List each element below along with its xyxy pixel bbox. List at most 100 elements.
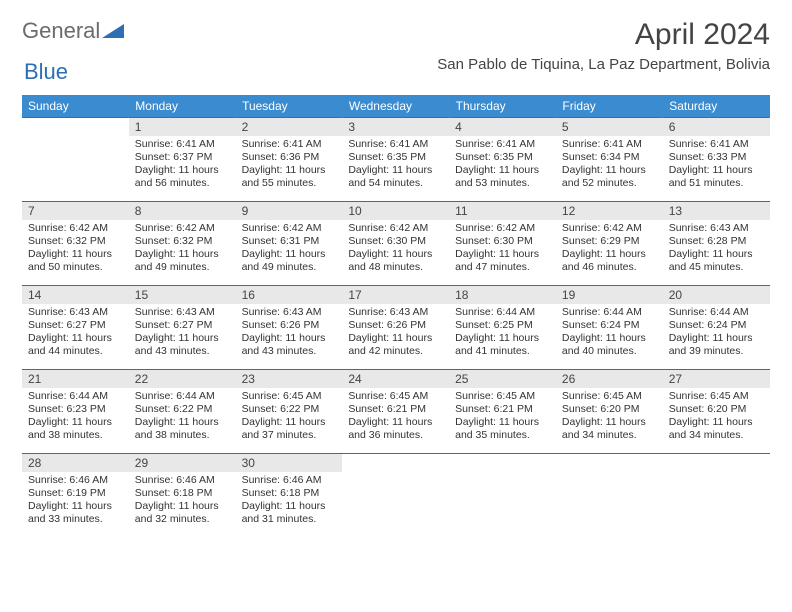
sunrise-line: Sunrise: 6:45 AM	[455, 390, 550, 403]
sunrise-line: Sunrise: 6:45 AM	[562, 390, 657, 403]
day-number: 19	[556, 286, 663, 304]
brand-triangle-icon	[102, 18, 124, 44]
calendar-week-row: 14Sunrise: 6:43 AMSunset: 6:27 PMDayligh…	[22, 286, 770, 370]
daylight-line: Daylight: 11 hours and 35 minutes.	[455, 416, 550, 442]
daylight-line: Daylight: 11 hours and 38 minutes.	[135, 416, 230, 442]
day-number: 1	[129, 118, 236, 136]
calendar-day-cell: 10Sunrise: 6:42 AMSunset: 6:30 PMDayligh…	[342, 202, 449, 286]
calendar-day-cell: 21Sunrise: 6:44 AMSunset: 6:23 PMDayligh…	[22, 370, 129, 454]
daylight-line: Daylight: 11 hours and 37 minutes.	[242, 416, 337, 442]
calendar-day-cell	[449, 454, 556, 538]
day-number: 23	[236, 370, 343, 388]
daylight-line: Daylight: 11 hours and 47 minutes.	[455, 248, 550, 274]
day-number: 7	[22, 202, 129, 220]
calendar-day-cell: 17Sunrise: 6:43 AMSunset: 6:26 PMDayligh…	[342, 286, 449, 370]
day-details: Sunrise: 6:45 AMSunset: 6:20 PMDaylight:…	[556, 388, 663, 449]
day-number: 20	[663, 286, 770, 304]
sunset-line: Sunset: 6:22 PM	[135, 403, 230, 416]
sunset-line: Sunset: 6:22 PM	[242, 403, 337, 416]
sunset-line: Sunset: 6:36 PM	[242, 151, 337, 164]
day-details: Sunrise: 6:41 AMSunset: 6:35 PMDaylight:…	[449, 136, 556, 197]
calendar-day-cell: 7Sunrise: 6:42 AMSunset: 6:32 PMDaylight…	[22, 202, 129, 286]
calendar-week-row: 28Sunrise: 6:46 AMSunset: 6:19 PMDayligh…	[22, 454, 770, 538]
day-number: 6	[663, 118, 770, 136]
sunset-line: Sunset: 6:35 PM	[455, 151, 550, 164]
day-details: Sunrise: 6:43 AMSunset: 6:27 PMDaylight:…	[129, 304, 236, 365]
sunrise-line: Sunrise: 6:41 AM	[669, 138, 764, 151]
sunrise-line: Sunrise: 6:43 AM	[135, 306, 230, 319]
sunset-line: Sunset: 6:33 PM	[669, 151, 764, 164]
calendar-week-row: 7Sunrise: 6:42 AMSunset: 6:32 PMDaylight…	[22, 202, 770, 286]
calendar-day-cell: 11Sunrise: 6:42 AMSunset: 6:30 PMDayligh…	[449, 202, 556, 286]
calendar-day-cell: 28Sunrise: 6:46 AMSunset: 6:19 PMDayligh…	[22, 454, 129, 538]
sunrise-line: Sunrise: 6:46 AM	[135, 474, 230, 487]
weekday-header: Wednesday	[342, 95, 449, 118]
sunrise-line: Sunrise: 6:43 AM	[28, 306, 123, 319]
sunrise-line: Sunrise: 6:42 AM	[242, 222, 337, 235]
brand-blue: Blue	[24, 59, 68, 84]
calendar-day-cell: 19Sunrise: 6:44 AMSunset: 6:24 PMDayligh…	[556, 286, 663, 370]
calendar-day-cell: 1Sunrise: 6:41 AMSunset: 6:37 PMDaylight…	[129, 118, 236, 202]
day-details: Sunrise: 6:44 AMSunset: 6:23 PMDaylight:…	[22, 388, 129, 449]
weekday-header: Tuesday	[236, 95, 343, 118]
brand-logo: General	[22, 18, 126, 44]
daylight-line: Daylight: 11 hours and 43 minutes.	[242, 332, 337, 358]
calendar-day-cell	[22, 118, 129, 202]
sunrise-line: Sunrise: 6:44 AM	[455, 306, 550, 319]
daylight-line: Daylight: 11 hours and 45 minutes.	[669, 248, 764, 274]
sunrise-line: Sunrise: 6:44 AM	[562, 306, 657, 319]
calendar-day-cell: 3Sunrise: 6:41 AMSunset: 6:35 PMDaylight…	[342, 118, 449, 202]
sunset-line: Sunset: 6:20 PM	[669, 403, 764, 416]
daylight-line: Daylight: 11 hours and 55 minutes.	[242, 164, 337, 190]
day-details: Sunrise: 6:42 AMSunset: 6:32 PMDaylight:…	[129, 220, 236, 281]
brand-general: General	[22, 18, 100, 44]
day-details: Sunrise: 6:43 AMSunset: 6:28 PMDaylight:…	[663, 220, 770, 281]
calendar-day-cell: 16Sunrise: 6:43 AMSunset: 6:26 PMDayligh…	[236, 286, 343, 370]
day-number: 8	[129, 202, 236, 220]
day-number: 16	[236, 286, 343, 304]
day-details: Sunrise: 6:41 AMSunset: 6:37 PMDaylight:…	[129, 136, 236, 197]
sunrise-line: Sunrise: 6:45 AM	[242, 390, 337, 403]
weekday-header: Friday	[556, 95, 663, 118]
day-details: Sunrise: 6:43 AMSunset: 6:26 PMDaylight:…	[342, 304, 449, 365]
sunrise-line: Sunrise: 6:42 AM	[135, 222, 230, 235]
day-number: 15	[129, 286, 236, 304]
day-details: Sunrise: 6:42 AMSunset: 6:32 PMDaylight:…	[22, 220, 129, 281]
sunrise-line: Sunrise: 6:46 AM	[28, 474, 123, 487]
calendar-day-cell: 5Sunrise: 6:41 AMSunset: 6:34 PMDaylight…	[556, 118, 663, 202]
sunrise-line: Sunrise: 6:43 AM	[242, 306, 337, 319]
daylight-line: Daylight: 11 hours and 36 minutes.	[348, 416, 443, 442]
calendar-day-cell: 22Sunrise: 6:44 AMSunset: 6:22 PMDayligh…	[129, 370, 236, 454]
sunset-line: Sunset: 6:34 PM	[562, 151, 657, 164]
sunset-line: Sunset: 6:27 PM	[135, 319, 230, 332]
day-number: 2	[236, 118, 343, 136]
sunset-line: Sunset: 6:27 PM	[28, 319, 123, 332]
sunrise-line: Sunrise: 6:44 AM	[669, 306, 764, 319]
calendar-day-cell: 2Sunrise: 6:41 AMSunset: 6:36 PMDaylight…	[236, 118, 343, 202]
calendar-body: 1Sunrise: 6:41 AMSunset: 6:37 PMDaylight…	[22, 118, 770, 538]
day-number: 24	[342, 370, 449, 388]
day-details: Sunrise: 6:45 AMSunset: 6:20 PMDaylight:…	[663, 388, 770, 449]
month-title: April 2024	[437, 18, 770, 52]
day-number: 27	[663, 370, 770, 388]
sunset-line: Sunset: 6:19 PM	[28, 487, 123, 500]
day-details: Sunrise: 6:46 AMSunset: 6:18 PMDaylight:…	[129, 472, 236, 533]
day-number: 22	[129, 370, 236, 388]
day-details: Sunrise: 6:44 AMSunset: 6:25 PMDaylight:…	[449, 304, 556, 365]
day-number: 4	[449, 118, 556, 136]
daylight-line: Daylight: 11 hours and 49 minutes.	[135, 248, 230, 274]
weekday-row: SundayMondayTuesdayWednesdayThursdayFrid…	[22, 95, 770, 118]
sunset-line: Sunset: 6:30 PM	[455, 235, 550, 248]
calendar-head: SundayMondayTuesdayWednesdayThursdayFrid…	[22, 95, 770, 118]
calendar-day-cell: 8Sunrise: 6:42 AMSunset: 6:32 PMDaylight…	[129, 202, 236, 286]
day-details: Sunrise: 6:45 AMSunset: 6:22 PMDaylight:…	[236, 388, 343, 449]
calendar-day-cell: 18Sunrise: 6:44 AMSunset: 6:25 PMDayligh…	[449, 286, 556, 370]
day-number: 10	[342, 202, 449, 220]
sunrise-line: Sunrise: 6:45 AM	[669, 390, 764, 403]
daylight-line: Daylight: 11 hours and 42 minutes.	[348, 332, 443, 358]
sunset-line: Sunset: 6:24 PM	[562, 319, 657, 332]
day-details: Sunrise: 6:42 AMSunset: 6:30 PMDaylight:…	[449, 220, 556, 281]
daylight-line: Daylight: 11 hours and 39 minutes.	[669, 332, 764, 358]
day-number: 18	[449, 286, 556, 304]
sunset-line: Sunset: 6:26 PM	[348, 319, 443, 332]
